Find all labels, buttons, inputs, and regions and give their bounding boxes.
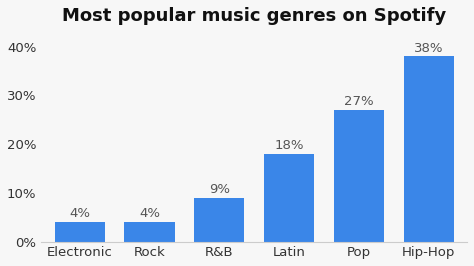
Bar — [403, 56, 454, 242]
Text: 27%: 27% — [344, 95, 374, 108]
Text: 18%: 18% — [274, 139, 304, 152]
Bar — [55, 222, 105, 242]
Title: Most popular music genres on Spotify: Most popular music genres on Spotify — [62, 7, 447, 25]
Text: 4%: 4% — [139, 207, 160, 221]
Text: 38%: 38% — [414, 41, 443, 55]
Bar — [334, 110, 384, 242]
Bar — [264, 154, 314, 242]
Bar — [194, 198, 245, 242]
Bar — [124, 222, 174, 242]
Text: 4%: 4% — [69, 207, 90, 221]
Text: 9%: 9% — [209, 183, 230, 196]
